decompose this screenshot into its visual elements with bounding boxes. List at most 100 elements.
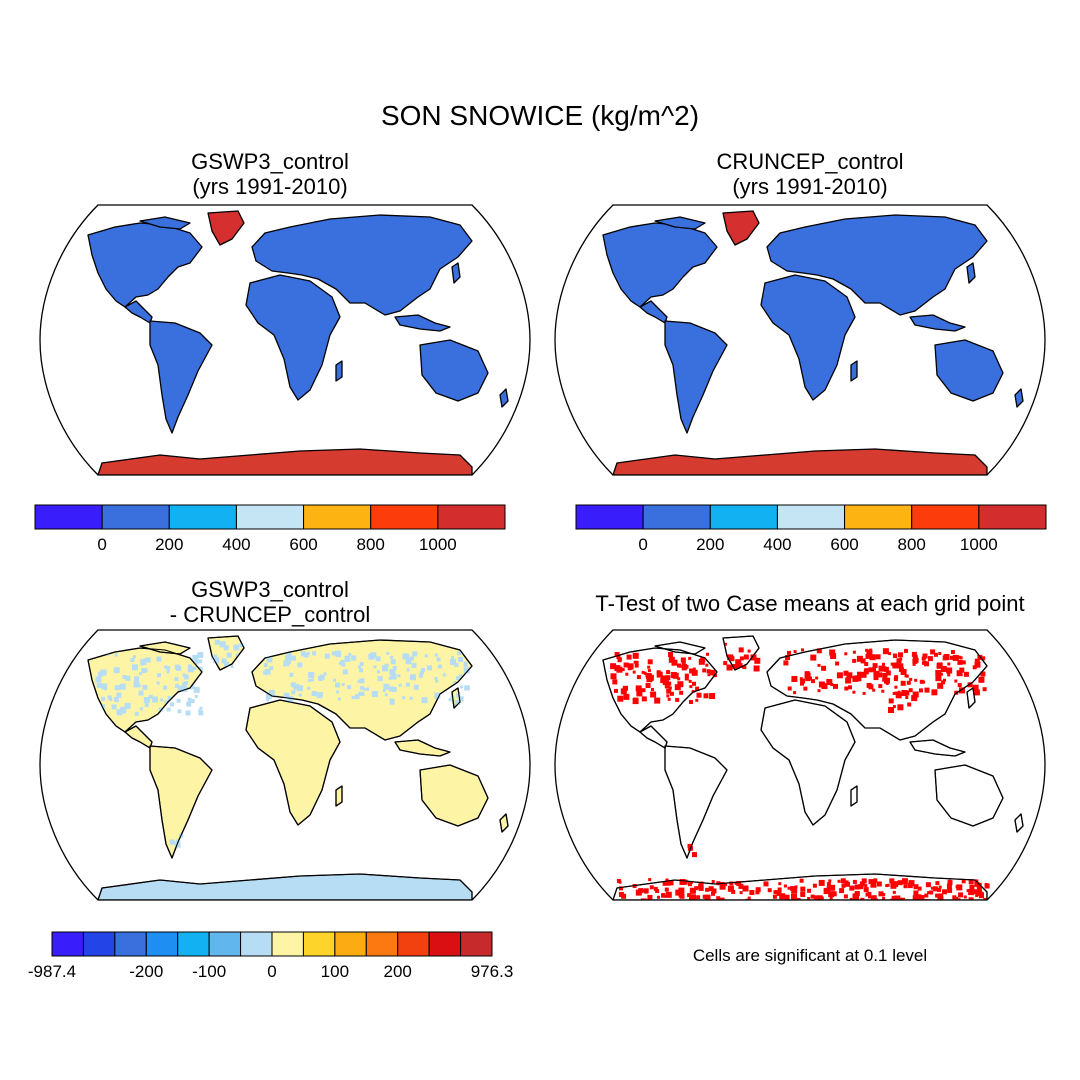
grid-cell <box>647 669 651 673</box>
grid-cell <box>898 663 904 669</box>
grid-cell <box>913 890 919 896</box>
land-north-america <box>87 222 203 308</box>
grid-cell <box>668 686 672 690</box>
grid-cell <box>917 886 922 891</box>
grid-cell <box>908 880 915 887</box>
grid-cell <box>805 676 811 682</box>
grid-cell <box>213 654 217 658</box>
grid-cell <box>882 662 885 666</box>
grid-cell <box>230 665 234 668</box>
grid-cell <box>312 651 317 656</box>
grid-cell <box>187 666 194 673</box>
grid-cell <box>198 659 203 664</box>
grid-cell <box>148 694 153 699</box>
grid-cell <box>791 676 798 682</box>
grid-cell <box>903 884 908 889</box>
grid-cell <box>316 692 323 699</box>
grid-cell <box>448 698 452 702</box>
grid-cell <box>698 885 704 891</box>
grid-cell <box>170 839 175 844</box>
grid-cell <box>864 662 869 666</box>
grid-cell <box>912 662 916 666</box>
grid-cell <box>617 695 624 702</box>
grid-cell <box>384 663 389 668</box>
grid-cell <box>742 885 749 892</box>
grid-cell <box>666 688 672 694</box>
grid-cell <box>855 675 862 682</box>
grid-cell <box>614 688 618 693</box>
grid-cell <box>860 671 867 678</box>
map-border <box>554 629 1046 901</box>
grid-cell <box>335 690 339 694</box>
land-greenland <box>722 210 760 246</box>
grid-cell <box>930 886 934 890</box>
grid-cell <box>793 691 797 695</box>
grid-cell <box>285 654 292 661</box>
grid-cell <box>737 663 743 668</box>
grid-cell <box>653 886 658 891</box>
grid-cell <box>956 884 963 891</box>
grid-cell <box>187 697 192 702</box>
land-japan <box>451 262 461 284</box>
grid-cell <box>633 697 639 703</box>
grid-cell <box>166 670 170 674</box>
grid-cell <box>975 893 979 896</box>
grid-cell <box>390 655 394 659</box>
grid-cell <box>289 672 294 677</box>
grid-cell <box>826 679 833 685</box>
grid-cell <box>695 698 699 702</box>
grid-cell <box>877 672 883 678</box>
grid-cell <box>333 678 336 682</box>
grid-cell <box>808 676 812 681</box>
grid-cell <box>297 685 303 692</box>
grid-cell <box>638 899 645 900</box>
grid-cell <box>677 663 681 668</box>
grid-cell <box>929 890 934 895</box>
grid-cell <box>978 676 985 683</box>
grid-cell <box>889 878 895 884</box>
grid-cell <box>783 894 790 900</box>
colorbar-tick-label: 0 <box>267 962 277 981</box>
grid-cell <box>661 893 666 897</box>
grid-cell <box>976 882 982 888</box>
grid-cell <box>980 671 986 677</box>
grid-cell <box>856 655 863 662</box>
land-australia <box>934 339 1004 402</box>
grid-cell <box>882 896 886 900</box>
grid-cell <box>750 654 757 661</box>
land-africa <box>760 699 856 826</box>
grid-cell <box>221 658 227 664</box>
grid-cell <box>409 696 413 700</box>
grid-cell <box>800 681 804 686</box>
grid-cell <box>864 884 868 888</box>
grid-cell <box>892 662 899 669</box>
colorbar-swatch <box>114 931 147 957</box>
grid-cell <box>978 892 984 898</box>
grid-cell <box>163 685 167 690</box>
land-canadian-islands <box>139 216 191 230</box>
grid-cell <box>776 890 782 896</box>
grid-cell <box>354 694 360 699</box>
grid-cell <box>95 676 102 683</box>
grid-cell <box>934 652 938 657</box>
grid-cell <box>905 674 909 678</box>
grid-cell <box>421 697 428 704</box>
grid-cell <box>892 890 896 894</box>
grid-cell <box>665 878 669 882</box>
grid-cell <box>138 672 142 676</box>
grid-cell <box>963 895 967 899</box>
land-south-america <box>664 320 728 434</box>
grid-cell <box>666 694 670 698</box>
grid-cell <box>689 685 693 689</box>
map-border <box>39 204 531 476</box>
grid-cell <box>898 652 903 658</box>
grid-cell <box>787 886 791 890</box>
grid-cell <box>391 687 397 692</box>
grid-cell <box>878 665 885 672</box>
grid-cell <box>779 893 786 900</box>
grid-cell <box>859 881 865 887</box>
grid-cell <box>233 644 240 651</box>
grid-cell <box>961 660 966 665</box>
grid-cell <box>777 887 782 892</box>
grid-cell <box>968 897 974 900</box>
